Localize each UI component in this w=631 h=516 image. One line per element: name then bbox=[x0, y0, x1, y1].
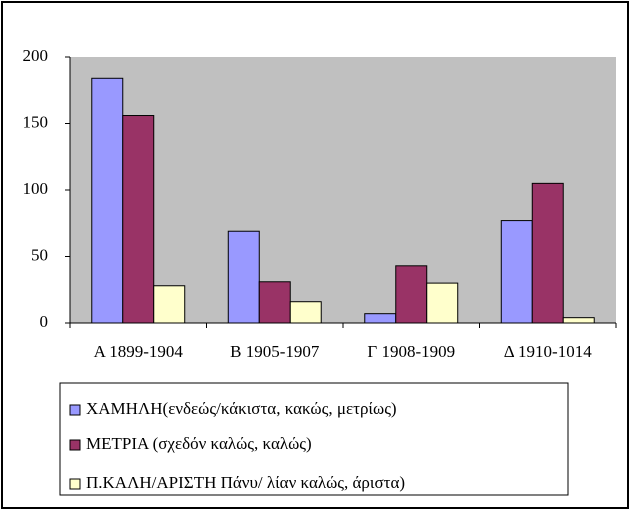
legend-swatch bbox=[69, 478, 81, 490]
legend-swatch bbox=[69, 439, 81, 451]
bar bbox=[395, 265, 428, 324]
bar bbox=[91, 77, 124, 324]
y-tick-label: 150 bbox=[23, 112, 49, 131]
legend-label: ΧΑΜΗΛΗ(ενδεώς/κάκιστα, κακώς, μετρίως) bbox=[86, 399, 397, 418]
y-tick-label: 0 bbox=[40, 312, 49, 331]
legend-label: ΜΕΤΡΙΑ (σχεδόν καλώς, καλώς) bbox=[86, 434, 312, 453]
x-tick-label: Γ 1908-1909 bbox=[367, 342, 455, 361]
bar bbox=[364, 313, 397, 324]
bar bbox=[426, 282, 459, 324]
y-tick-label: 200 bbox=[23, 46, 49, 65]
x-tick-label: Β 1905-1907 bbox=[230, 342, 320, 361]
bar bbox=[289, 301, 322, 324]
legend-box bbox=[59, 382, 569, 496]
x-tick-label: Δ 1910-1014 bbox=[504, 342, 592, 361]
legend-label: Π.ΚΑΛΗ/ΑΡΙΣΤΗ Πάνυ/ λίαν καλώς, άριστα) bbox=[86, 473, 405, 492]
bar bbox=[258, 281, 291, 324]
y-tick-label: 100 bbox=[23, 179, 49, 198]
bar bbox=[122, 115, 155, 324]
bar bbox=[153, 285, 186, 324]
x-tick-label: Α 1899-1904 bbox=[94, 342, 184, 361]
bar bbox=[562, 317, 595, 324]
bar bbox=[531, 182, 564, 324]
bar bbox=[227, 230, 260, 324]
bar bbox=[500, 220, 533, 324]
legend-swatch bbox=[69, 404, 81, 416]
y-tick-label: 50 bbox=[31, 245, 48, 264]
